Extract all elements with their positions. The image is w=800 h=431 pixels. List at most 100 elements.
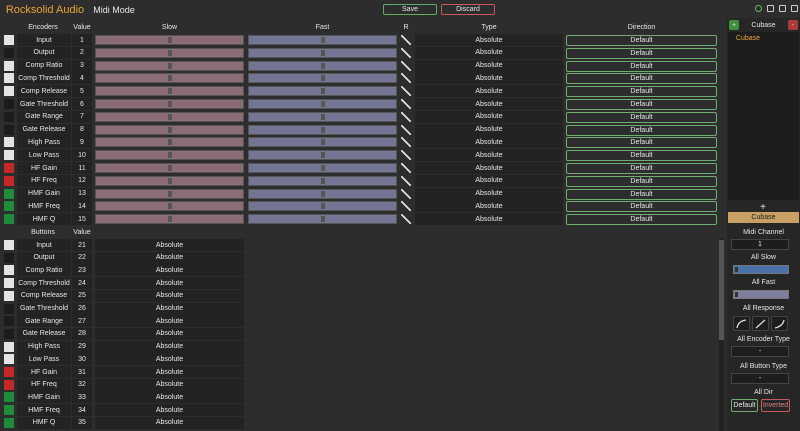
color-swatch[interactable] [4,354,14,365]
direction-button[interactable]: Default [566,150,717,162]
color-swatch[interactable] [4,60,14,71]
response-icon[interactable] [401,163,411,173]
color-swatch[interactable] [4,341,14,352]
color-swatch[interactable] [4,278,14,289]
color-swatch[interactable] [4,379,14,390]
save-button[interactable]: Save [383,4,437,15]
direction-button[interactable]: Default [566,201,717,213]
color-swatch[interactable] [4,214,14,225]
color-swatch[interactable] [4,252,14,263]
selected-preset[interactable]: Cubase [728,212,799,223]
type-cell[interactable]: Absolute [95,366,244,378]
type-cell[interactable]: Absolute [415,72,563,85]
add-button[interactable]: + [760,201,766,213]
color-swatch[interactable] [4,175,14,186]
direction-button[interactable]: Default [566,60,717,72]
button-type-select[interactable]: - [731,373,789,384]
type-cell[interactable]: Absolute [95,353,244,366]
direction-button[interactable]: Default [566,214,717,226]
type-cell[interactable]: Absolute [95,251,244,264]
response-icon[interactable] [401,175,411,186]
window-icon[interactable] [755,5,762,12]
type-cell[interactable]: Absolute [415,85,563,98]
color-swatch[interactable] [4,265,14,276]
type-cell[interactable]: Absolute [95,391,244,404]
window-icon[interactable] [791,5,798,12]
type-cell[interactable]: Absolute [95,404,244,417]
response-icon[interactable] [401,150,411,161]
response-icon[interactable] [401,73,411,84]
type-cell[interactable]: Absolute [415,213,563,226]
preset-item[interactable]: Cubase [735,35,761,42]
type-cell[interactable]: Absolute [415,46,563,59]
add-preset[interactable]: + [729,20,739,30]
scrollbar-thumb[interactable] [719,240,724,340]
response-icon[interactable] [401,111,411,122]
midi-channel-input[interactable]: 1 [731,239,789,250]
type-cell[interactable]: Absolute [95,340,244,353]
color-swatch[interactable] [4,240,14,250]
type-cell[interactable]: Absolute [415,136,563,149]
encoder-type-select[interactable]: - [731,346,789,357]
response-icon[interactable] [401,188,411,199]
response-icon[interactable] [401,86,411,97]
discard-button[interactable]: Discard [441,4,495,15]
direction-button[interactable]: Default [566,111,717,123]
color-swatch[interactable] [4,290,14,301]
color-swatch[interactable] [4,316,14,327]
type-cell[interactable]: Absolute [415,200,563,213]
direction-button[interactable]: Default [566,73,717,85]
color-swatch[interactable] [4,328,14,339]
color-swatch[interactable] [4,111,14,122]
type-cell[interactable]: Absolute [415,174,563,187]
type-cell[interactable]: Absolute [415,98,563,110]
color-swatch[interactable] [4,201,14,212]
direction-button[interactable]: Default [566,137,717,149]
type-cell[interactable]: Absolute [95,277,244,290]
type-cell[interactable]: Absolute [415,123,563,136]
type-cell[interactable]: Absolute [415,34,563,46]
response-curve-button[interactable] [771,316,788,331]
direction-button[interactable]: Default [566,86,717,98]
color-swatch[interactable] [4,150,14,161]
type-cell[interactable]: Absolute [415,162,563,174]
color-swatch[interactable] [4,124,14,135]
color-swatch[interactable] [4,303,14,314]
default-dir-button[interactable]: Default [731,399,758,412]
direction-button[interactable]: Default [566,35,717,46]
response-icon[interactable] [401,35,411,45]
color-swatch[interactable] [4,86,14,97]
type-cell[interactable]: Absolute [95,416,244,429]
direction-button[interactable]: Default [566,163,717,174]
color-swatch[interactable] [4,73,14,84]
type-cell[interactable]: Absolute [95,378,244,391]
type-cell[interactable]: Absolute [95,327,244,340]
direction-button[interactable]: Default [566,99,717,110]
response-icon[interactable] [401,214,411,225]
type-cell[interactable]: Absolute [415,149,563,162]
window-icon[interactable] [767,5,774,12]
direction-button[interactable]: Default [566,188,717,200]
type-cell[interactable]: Absolute [95,264,244,277]
response-icon[interactable] [401,99,411,109]
response-icon[interactable] [401,60,411,71]
direction-button[interactable]: Default [566,124,717,136]
all-fast-slider[interactable] [733,290,789,299]
type-cell[interactable]: Absolute [95,239,244,251]
direction-button[interactable]: Default [566,175,717,187]
response-icon[interactable] [401,124,411,135]
response-curve-button[interactable] [733,316,750,331]
color-swatch[interactable] [4,137,14,148]
color-swatch[interactable] [4,163,14,173]
type-cell[interactable]: Absolute [415,59,563,72]
window-icon[interactable] [779,5,786,12]
remove-preset[interactable]: - [788,20,798,30]
color-swatch[interactable] [4,392,14,403]
color-swatch[interactable] [4,35,14,45]
response-icon[interactable] [401,201,411,212]
direction-button[interactable]: Default [566,47,717,59]
all-slow-slider[interactable] [733,265,789,274]
color-swatch[interactable] [4,367,14,377]
response-curve-button[interactable] [752,316,769,331]
inverted-dir-button[interactable]: Inverted [761,399,790,412]
